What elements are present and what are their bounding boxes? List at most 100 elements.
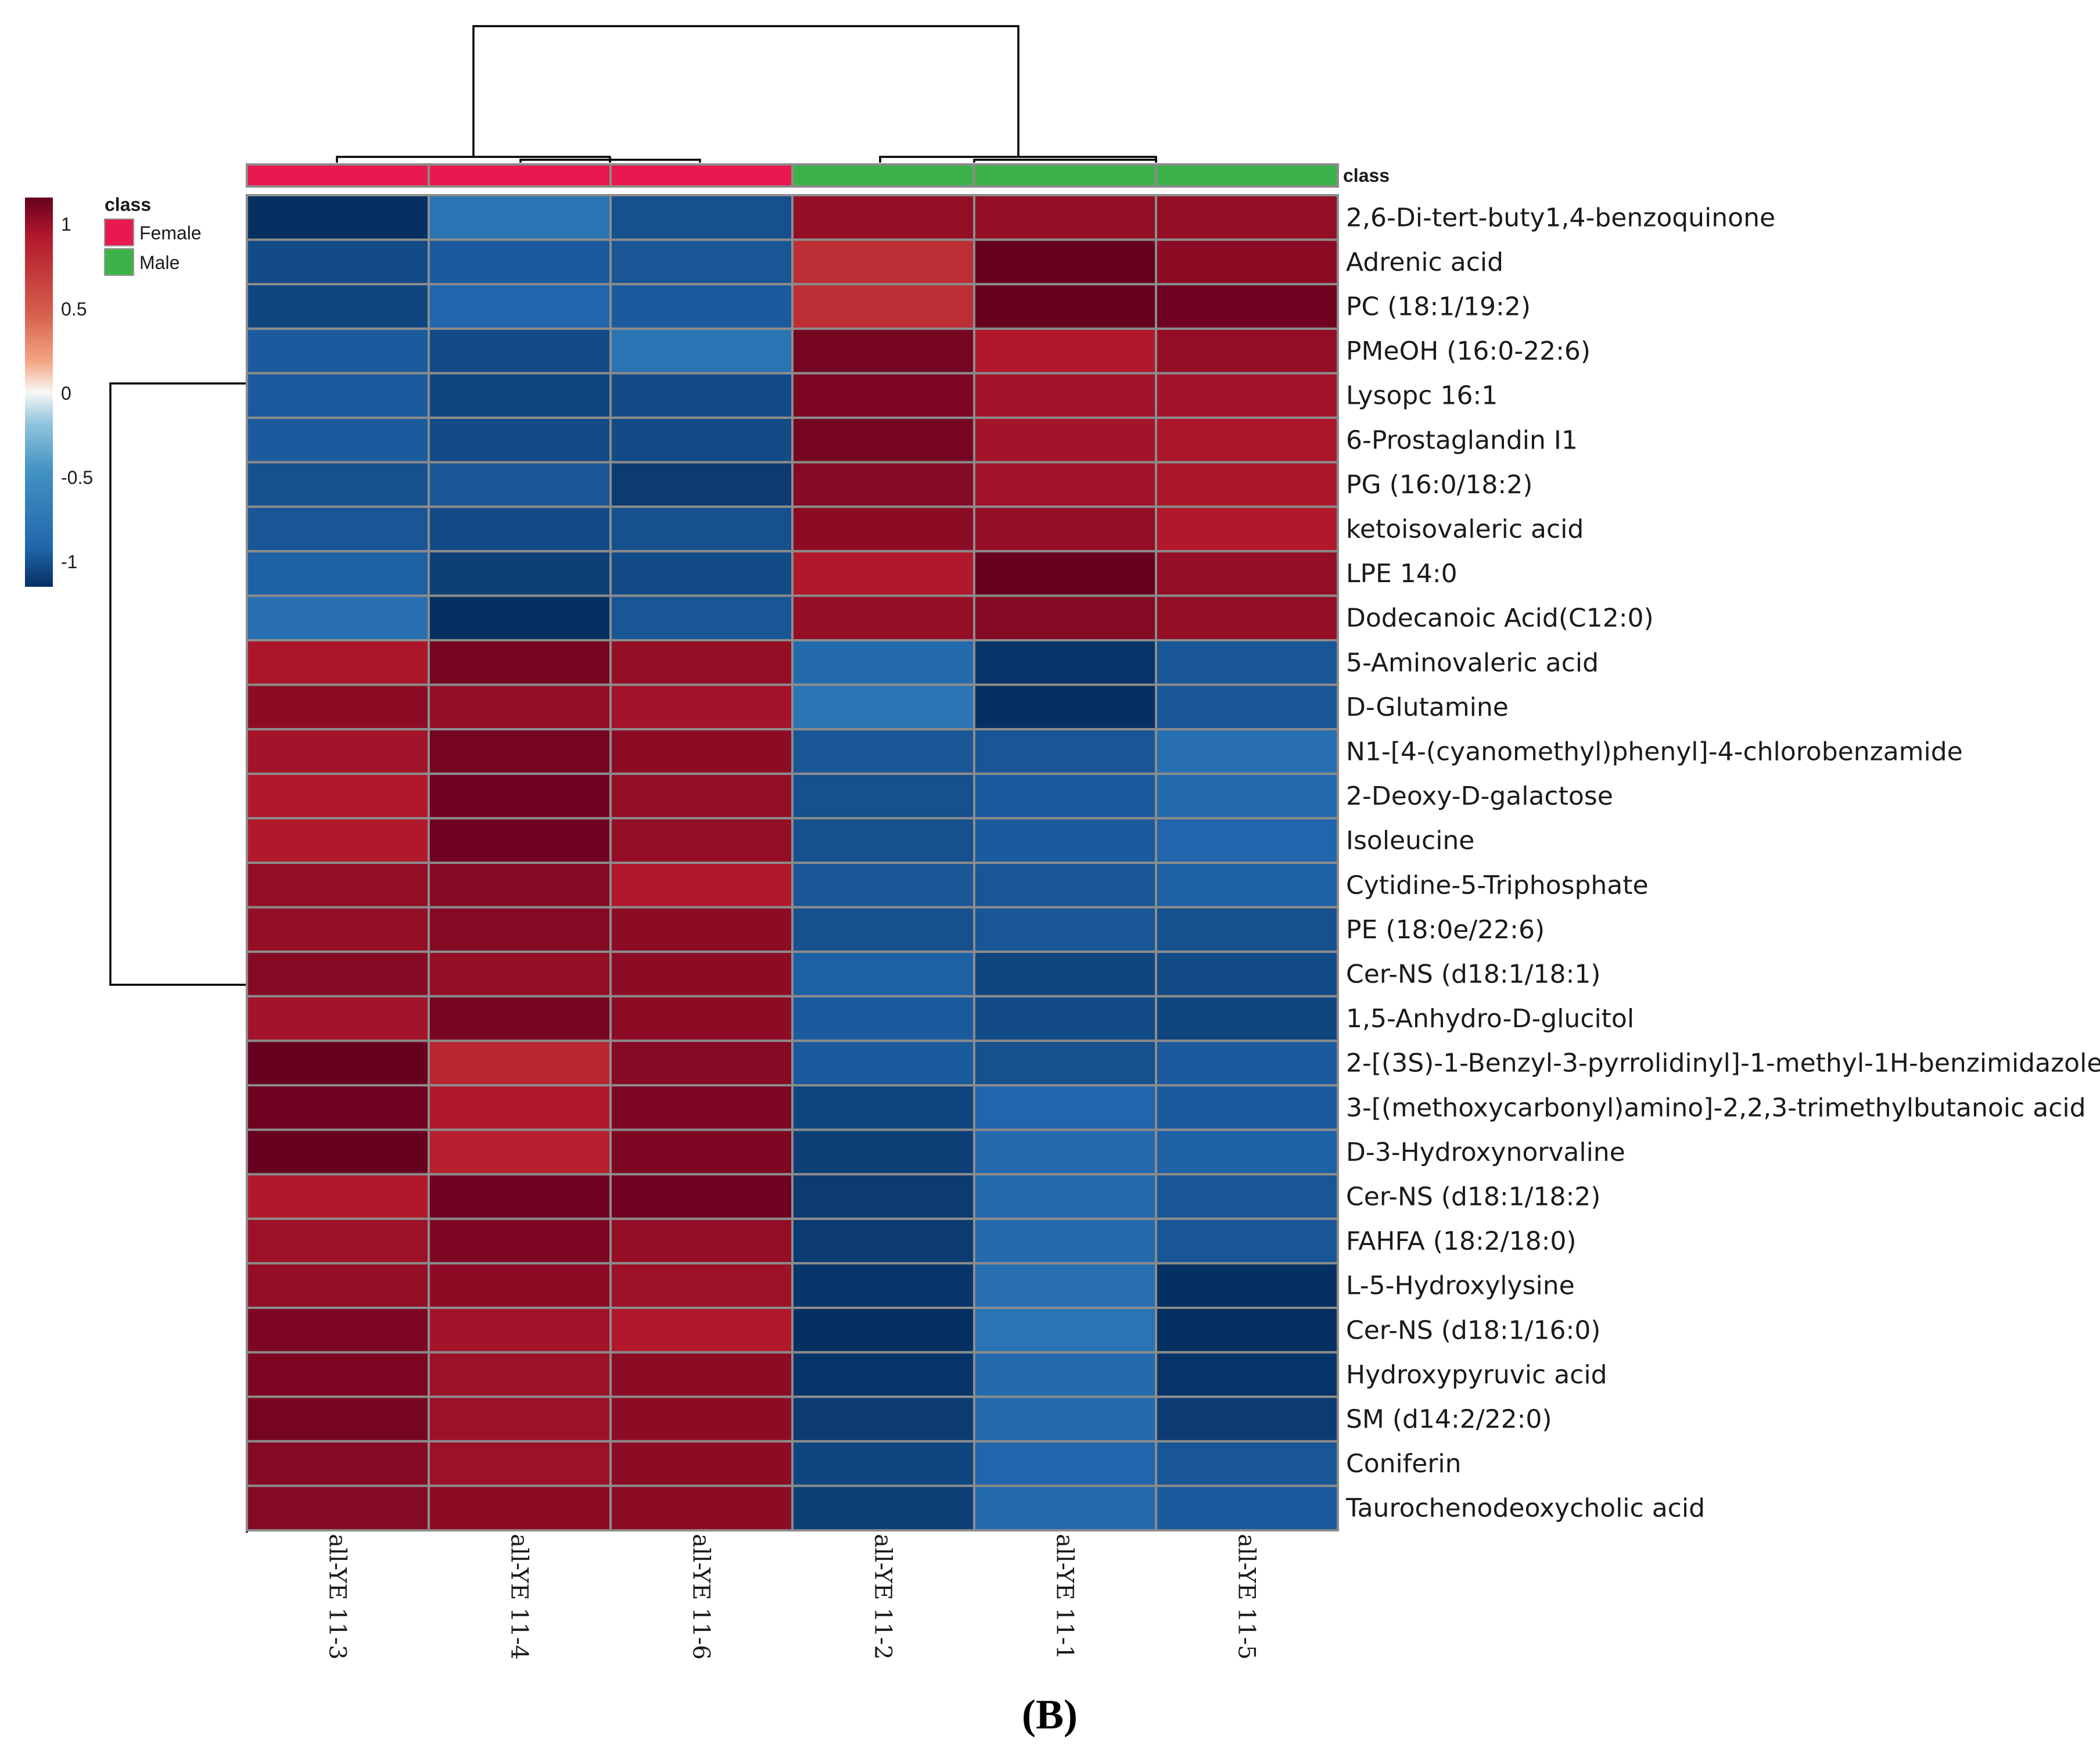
heatmap-cell-r1-c2 bbox=[428, 194, 612, 241]
heatmap-cell-r18-c6 bbox=[1155, 950, 1339, 998]
heatmap-cell-r3-c2 bbox=[428, 283, 612, 330]
heatmap-cell-r6-c2 bbox=[428, 417, 612, 464]
heatmap-cell-r9-c2 bbox=[428, 550, 612, 597]
heatmap-cell-r8-c3 bbox=[609, 505, 794, 553]
heatmap-cell-r9-c3 bbox=[609, 550, 794, 597]
heatmap-cell-r16-c6 bbox=[1155, 862, 1339, 909]
heatmap-cell-r7-c3 bbox=[609, 461, 794, 508]
heatmap-cell-r20-c5 bbox=[973, 1039, 1157, 1087]
heatmap-cell-r29-c4 bbox=[791, 1440, 975, 1487]
heatmap-cell-r15-c4 bbox=[791, 817, 975, 865]
heatmap-cell-r1-c5 bbox=[973, 194, 1157, 241]
heatmap-cell-r21-c3 bbox=[609, 1084, 794, 1131]
heatmap-cell-r25-c5 bbox=[973, 1262, 1157, 1309]
heatmap-cell-r9-c6 bbox=[1155, 550, 1339, 597]
heatmap-cell-r15-c6 bbox=[1155, 817, 1339, 865]
heatmap-cell-r23-c1 bbox=[246, 1173, 430, 1220]
heatmap-cell-r8-c4 bbox=[791, 505, 975, 553]
heatmap-cell-r21-c5 bbox=[973, 1084, 1157, 1131]
legend-swatch-female bbox=[104, 218, 134, 246]
heatmap-cell-r27-c6 bbox=[1155, 1351, 1339, 1398]
heatmap-cell-r5-c2 bbox=[428, 372, 612, 419]
heatmap-cell-r9-c5 bbox=[973, 550, 1157, 597]
heatmap-cells bbox=[246, 194, 1339, 1531]
heatmap-cell-r14-c3 bbox=[609, 772, 794, 820]
heatmap-cell-r6-c4 bbox=[791, 417, 975, 464]
heatmap-cell-r1-c6 bbox=[1155, 194, 1339, 241]
heatmap-cell-r7-c6 bbox=[1155, 461, 1339, 508]
heatmap-cell-r21-c6 bbox=[1155, 1084, 1339, 1131]
heatmap-cell-r17-c4 bbox=[791, 906, 975, 953]
heatmap-cell-r26-c2 bbox=[428, 1307, 612, 1354]
heatmap-cell-r10-c4 bbox=[791, 594, 975, 642]
heatmap-cell-r22-c1 bbox=[246, 1128, 430, 1176]
heatmap-cell-r19-c4 bbox=[791, 995, 975, 1042]
heatmap-cell-r12-c2 bbox=[428, 683, 612, 731]
legend-label-male: Male bbox=[139, 252, 180, 273]
heatmap-cell-r19-c5 bbox=[973, 995, 1157, 1042]
heatmap-cell-r14-c2 bbox=[428, 772, 612, 820]
row-label-6: 6-Prostaglandin I1 bbox=[1346, 425, 1578, 455]
heatmap-cell-r11-c1 bbox=[246, 639, 430, 686]
class-bar-cell-4 bbox=[791, 163, 975, 188]
heatmap-cell-r6-c3 bbox=[609, 417, 794, 464]
heatmap-cell-r10-c5 bbox=[973, 594, 1157, 642]
heatmap-cell-r27-c5 bbox=[973, 1351, 1157, 1398]
heatmap-cell-r26-c3 bbox=[609, 1307, 794, 1354]
row-label-29: Coniferin bbox=[1346, 1449, 1462, 1479]
class-bar-cell-1 bbox=[246, 163, 430, 188]
heatmap-cell-r13-c2 bbox=[428, 728, 612, 775]
row-label-5: Lysopc 16:1 bbox=[1346, 381, 1498, 411]
heatmap-cell-r20-c6 bbox=[1155, 1039, 1339, 1087]
row-label-22: D-3-Hydroxynorvaline bbox=[1346, 1138, 1625, 1167]
heatmap-cell-r12-c5 bbox=[973, 683, 1157, 731]
heatmap-cell-r30-c6 bbox=[1155, 1484, 1339, 1531]
row-label-25: L-5-Hydroxylysine bbox=[1346, 1271, 1575, 1301]
heatmap-cell-r29-c2 bbox=[428, 1440, 612, 1487]
column-labels: all-YE 11-3 all-YE 11-4 all-YE 11-6 all-YE … bbox=[324, 1534, 1260, 1660]
row-label-10: Dodecanoic Acid(C12:0) bbox=[1346, 604, 1654, 633]
heatmap-cell-r14-c5 bbox=[973, 772, 1157, 820]
heatmap-cell-r28-c1 bbox=[246, 1396, 430, 1443]
heatmap-cell-r28-c3 bbox=[609, 1396, 794, 1443]
heatmap-cell-r8-c6 bbox=[1155, 505, 1339, 553]
heatmap-cell-r22-c2 bbox=[428, 1128, 612, 1176]
heatmap-cell-r30-c4 bbox=[791, 1484, 975, 1531]
row-label-26: Cer-NS (d18:1/16:0) bbox=[1346, 1315, 1600, 1345]
heatmap-cell-r11-c3 bbox=[609, 639, 794, 686]
heatmap-cell-r16-c4 bbox=[791, 862, 975, 909]
heatmap-cell-r7-c4 bbox=[791, 461, 975, 508]
heatmap-cell-r6-c1 bbox=[246, 417, 430, 464]
heatmap-cell-r7-c2 bbox=[428, 461, 612, 508]
row-labels: 2,6-Di-tert-buty1,4-benzoquinone Adrenic … bbox=[1345, 203, 2100, 1523]
heatmap-cell-r26-c6 bbox=[1155, 1307, 1339, 1354]
heatmap-cell-r10-c6 bbox=[1155, 594, 1339, 642]
heatmap-cell-r25-c1 bbox=[246, 1262, 430, 1309]
column-label-1: all-YE 11-3 bbox=[324, 1534, 351, 1660]
heatmap-cell-r16-c1 bbox=[246, 862, 430, 909]
heatmap-cell-r16-c3 bbox=[609, 862, 794, 909]
heatmap-cell-r25-c3 bbox=[609, 1262, 794, 1309]
class-bar-cell-6 bbox=[1155, 163, 1339, 188]
row-label-7: PG (16:0/18:2) bbox=[1346, 470, 1532, 500]
heatmap-cell-r10-c3 bbox=[609, 594, 794, 642]
heatmap-cell-r1-c3 bbox=[609, 194, 794, 241]
heatmap-cell-r29-c1 bbox=[246, 1440, 430, 1487]
row-label-11: 5-Aminovaleric acid bbox=[1346, 648, 1599, 677]
row-label-18: Cer-NS (d18:1/18:1) bbox=[1346, 960, 1600, 989]
heatmap-cell-r8-c1 bbox=[246, 505, 430, 553]
heatmap-cell-r24-c5 bbox=[973, 1217, 1157, 1265]
heatmap-cell-r2-c3 bbox=[609, 238, 794, 286]
column-label-3: all-YE 11-6 bbox=[688, 1534, 715, 1660]
row-label-27: Hydroxypyruvic acid bbox=[1346, 1360, 1607, 1390]
heatmap-cell-r17-c6 bbox=[1155, 906, 1339, 953]
heatmap-cell-r24-c1 bbox=[246, 1217, 430, 1265]
class-bar-cell-2 bbox=[428, 163, 612, 188]
heatmap-cell-r8-c2 bbox=[428, 505, 612, 553]
heatmap-cell-r30-c1 bbox=[246, 1484, 430, 1531]
row-label-2: Adrenic acid bbox=[1346, 248, 1503, 277]
heatmap-cell-r15-c2 bbox=[428, 817, 612, 865]
heatmap-cell-r19-c2 bbox=[428, 995, 612, 1042]
class-legend: class Female Male bbox=[104, 194, 202, 276]
